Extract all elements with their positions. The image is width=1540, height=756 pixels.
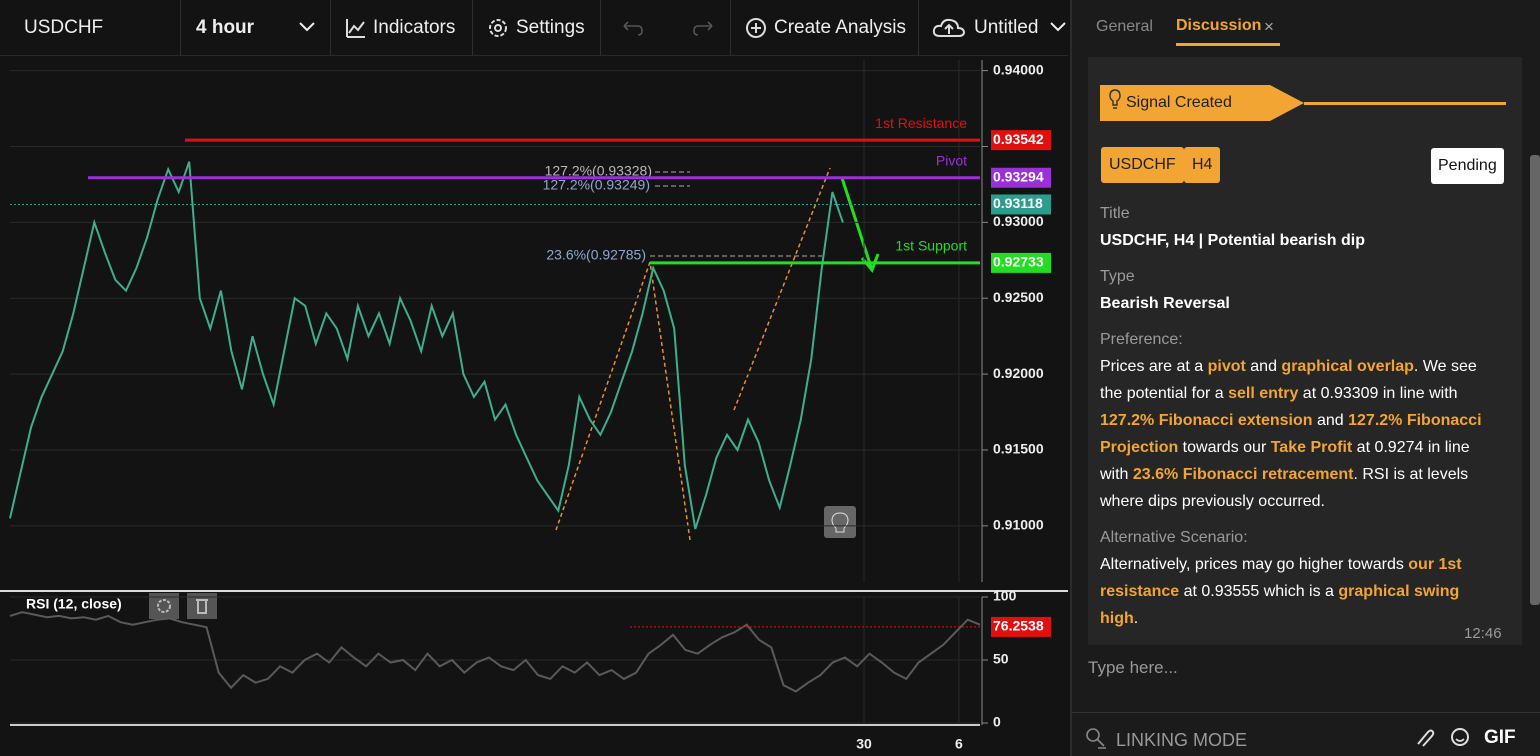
signal-label: Signal Created bbox=[1126, 94, 1232, 111]
create-analysis-button[interactable]: Create Analysis bbox=[774, 17, 907, 38]
scrollbar[interactable] bbox=[1530, 155, 1540, 605]
text: at 0.93309 in line with bbox=[1298, 385, 1463, 402]
signal-card: Signal Created USDCHF H4 Pending Title U… bbox=[1088, 57, 1522, 645]
text: at 0.9274 in line with bbox=[1100, 439, 1475, 483]
bulb-icon bbox=[831, 512, 849, 533]
preference-label: Preference: bbox=[1100, 331, 1183, 348]
chevron bbox=[299, 22, 315, 32]
text: . RSI is at levels where dips previously… bbox=[1100, 466, 1473, 510]
text: towards our bbox=[1178, 439, 1271, 456]
tag: H4 bbox=[1184, 147, 1221, 183]
rsi-title: RSI (12, close) bbox=[26, 596, 122, 612]
indicators-button[interactable]: Indicators bbox=[373, 17, 456, 38]
signal-type: Bearish Reversal bbox=[1100, 295, 1230, 312]
tab-active[interactable]: Discussion bbox=[1176, 17, 1262, 34]
text: and bbox=[1245, 358, 1282, 375]
level-label: 0.93118 bbox=[993, 195, 1043, 211]
y-tick-label: 0.92000 bbox=[993, 365, 1044, 381]
highlight-text: 23.6% Fibonacci retracement bbox=[1132, 466, 1354, 483]
x-tick-label: 30 bbox=[856, 736, 872, 752]
tab-underline bbox=[1176, 43, 1280, 46]
text: . We see the potential for a bbox=[1100, 358, 1482, 402]
fib-annotation: 127.2%(0.93328) bbox=[545, 163, 652, 179]
highlight-text: 127.2% Fibonacci Projection bbox=[1100, 412, 1486, 456]
undo-redo[interactable] bbox=[620, 18, 720, 38]
close-tab[interactable]: × bbox=[1264, 17, 1274, 36]
level-label: 0.93542 bbox=[993, 131, 1044, 147]
status-badge: Pending bbox=[1431, 148, 1504, 184]
level-label: 76.2538 bbox=[993, 618, 1044, 634]
text: Alternatively, prices may go higher towa… bbox=[1100, 556, 1409, 573]
series-line bbox=[9, 161, 844, 530]
level-label-box bbox=[991, 616, 1051, 637]
highlight-text: Take Profit bbox=[1270, 439, 1353, 456]
signal-banner bbox=[1100, 85, 1506, 121]
highlight-text: pivot bbox=[1207, 358, 1246, 375]
fib-annotation: 23.6%(0.92785) bbox=[546, 247, 646, 263]
idea-button[interactable] bbox=[824, 506, 856, 538]
indicators-icon bbox=[346, 19, 365, 38]
settings-icon bbox=[489, 19, 507, 37]
y-tick-label: 0.92500 bbox=[993, 289, 1044, 305]
text: Prices are at a bbox=[1100, 358, 1208, 375]
text: at 0.93555 which is a bbox=[1179, 583, 1339, 600]
timestamp: 12:46 bbox=[1464, 625, 1502, 642]
level-name: 1st Support bbox=[895, 238, 967, 254]
interval[interactable]: 4 hour bbox=[196, 17, 255, 38]
text: and bbox=[1312, 412, 1349, 429]
level-label: 0.92733 bbox=[993, 254, 1044, 270]
gif-button[interactable]: GIF bbox=[1484, 727, 1516, 748]
level-label-box bbox=[991, 130, 1051, 151]
tag: USDCHF bbox=[1101, 147, 1184, 183]
cloud-icon bbox=[932, 18, 966, 37]
gear-icon bbox=[157, 599, 171, 613]
chart-background bbox=[0, 56, 1068, 756]
side-panel: General Discussion × Signal Created USDC… bbox=[1070, 0, 1540, 756]
toolbar: USDCHF 4 hour Indicators Settings Create… bbox=[0, 0, 1068, 56]
series-line bbox=[9, 611, 981, 693]
level-label-box bbox=[991, 194, 1051, 215]
chevron bbox=[1050, 22, 1066, 32]
type-label: Type bbox=[1100, 268, 1135, 285]
level-label-box bbox=[991, 167, 1051, 188]
fib-level-lines bbox=[650, 171, 822, 257]
attach-emoji-icons[interactable] bbox=[1414, 726, 1474, 748]
title-label: Title bbox=[1100, 205, 1130, 222]
settings-button[interactable]: Settings bbox=[516, 17, 585, 38]
level-label-box bbox=[991, 252, 1051, 273]
trash-icon bbox=[196, 599, 208, 614]
file-name[interactable]: Untitled bbox=[974, 17, 1039, 38]
symbol[interactable]: USDCHF bbox=[24, 17, 104, 38]
y-tick-label: 50 bbox=[993, 651, 1009, 667]
linking-mode[interactable]: LINKING MODE bbox=[1116, 730, 1248, 750]
alternative-label: Alternative Scenario: bbox=[1100, 529, 1248, 546]
signal-title: USDCHF, H4 | Potential bearish dip bbox=[1100, 232, 1365, 249]
highlight-text: 127.2% Fibonacci extension bbox=[1100, 412, 1313, 429]
fib-annotation: 127.2%(0.93249) bbox=[543, 177, 650, 193]
level-name: 1st Resistance bbox=[875, 115, 967, 131]
linking-icon bbox=[1086, 728, 1106, 749]
level-label: 0.93294 bbox=[993, 168, 1044, 184]
fibonacci-lines bbox=[555, 167, 831, 541]
x-tick-label: 6 bbox=[955, 736, 963, 752]
text: . bbox=[1133, 610, 1139, 627]
highlight-text: our 1st resistance bbox=[1100, 556, 1467, 600]
alternative-text: Alternatively, prices may go higher towa… bbox=[1100, 551, 1500, 632]
y-tick-label: 0.94000 bbox=[993, 61, 1044, 77]
y-tick-label: 100 bbox=[993, 588, 1017, 604]
level-name: Pivot bbox=[936, 152, 967, 168]
y-tick-label: 0.91500 bbox=[993, 441, 1044, 457]
y-tick-label: 0.91000 bbox=[993, 517, 1044, 533]
tab[interactable]: General bbox=[1096, 18, 1153, 35]
message-input[interactable]: Type here... bbox=[1088, 658, 1178, 677]
chart: 127.2%(0.93328) 127.2%(0.93249) 23.6%(0.… bbox=[0, 56, 1068, 756]
highlight-text: graphical swing high bbox=[1100, 583, 1464, 627]
y-tick-label: 0 bbox=[993, 714, 1001, 730]
create-icon bbox=[746, 18, 766, 38]
highlight-text: graphical overlap bbox=[1281, 358, 1414, 375]
preference-text: Prices are at a pivot and graphical over… bbox=[1100, 353, 1500, 515]
highlight-text: sell entry bbox=[1228, 385, 1299, 402]
y-tick-label: 0.93000 bbox=[993, 213, 1044, 229]
